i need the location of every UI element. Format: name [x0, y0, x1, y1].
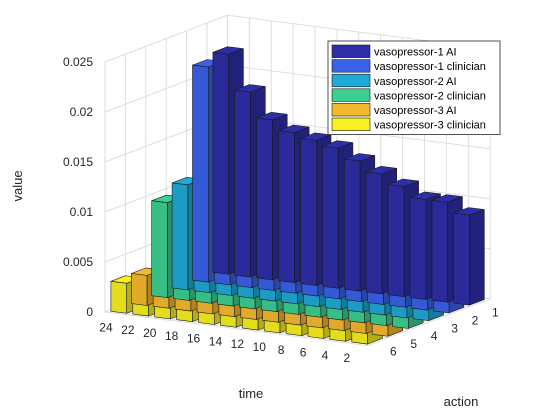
legend-swatch: [331, 73, 371, 88]
legend-entry-label: vasopressor-1 clinician: [374, 61, 486, 73]
action-tick-label: 1: [492, 306, 499, 320]
legend-swatch: [331, 88, 371, 102]
time-tick-label: 22: [121, 323, 135, 337]
action-tick-label: 2: [472, 314, 479, 328]
value-tick-label: 0.02: [70, 105, 94, 119]
bar: [453, 207, 485, 306]
time-tick-label: 8: [278, 343, 285, 357]
legend-entry-label: vasopressor-2 AI: [374, 76, 457, 88]
x-axis-label: time: [239, 386, 264, 401]
value-tick-labels: 0 0.005 0.01 0.015 0.02 0.025: [63, 55, 93, 319]
value-tick-label: 0.005: [63, 255, 93, 269]
action-tick-label: 5: [410, 337, 417, 351]
action-tick-label: 6: [390, 345, 397, 359]
legend: vasopressor-1 AI vasopressor-1 clinician v…: [327, 40, 501, 135]
time-tick-label: 16: [187, 332, 201, 346]
value-tick-label: 0.015: [63, 155, 93, 169]
time-tick-label: 18: [165, 329, 179, 343]
time-tick-label: 12: [231, 337, 245, 351]
value-tick-label: 0.01: [70, 205, 94, 219]
time-tick-label: 6: [300, 346, 307, 360]
legend-swatch: [331, 44, 371, 58]
legend-entry-label: vasopressor-3 AI: [374, 105, 457, 117]
legend-entry-label: vasopressor-2 clinician: [374, 90, 486, 102]
time-tick-label: 2: [344, 351, 351, 365]
value-tick-label: 0: [86, 305, 93, 319]
legend-swatch: [331, 117, 371, 131]
legend-swatch: [331, 103, 371, 117]
legend-entry-label: vasopressor-3 clinician: [374, 120, 486, 132]
time-tick-label: 10: [253, 340, 267, 354]
legend-swatch: [331, 59, 371, 73]
action-tick-label: 4: [431, 329, 438, 343]
time-tick-label: 20: [143, 326, 157, 340]
legend-entry-label: vasopressor-1 AI: [374, 47, 457, 59]
time-tick-label: 24: [99, 320, 113, 334]
y-axis-label: value: [10, 170, 25, 201]
value-tick-label: 0.025: [63, 55, 93, 69]
time-tick-labels: 24 22 20 18 16 14 12 10 8 6 4 2: [99, 320, 350, 365]
time-tick-label: 4: [322, 348, 329, 362]
bars-layer: [110, 46, 485, 345]
grid-line: [104, 62, 368, 347]
action-tick-label: 3: [451, 321, 458, 335]
time-tick-label: 14: [209, 334, 223, 348]
z-axis-label: action: [444, 394, 479, 409]
